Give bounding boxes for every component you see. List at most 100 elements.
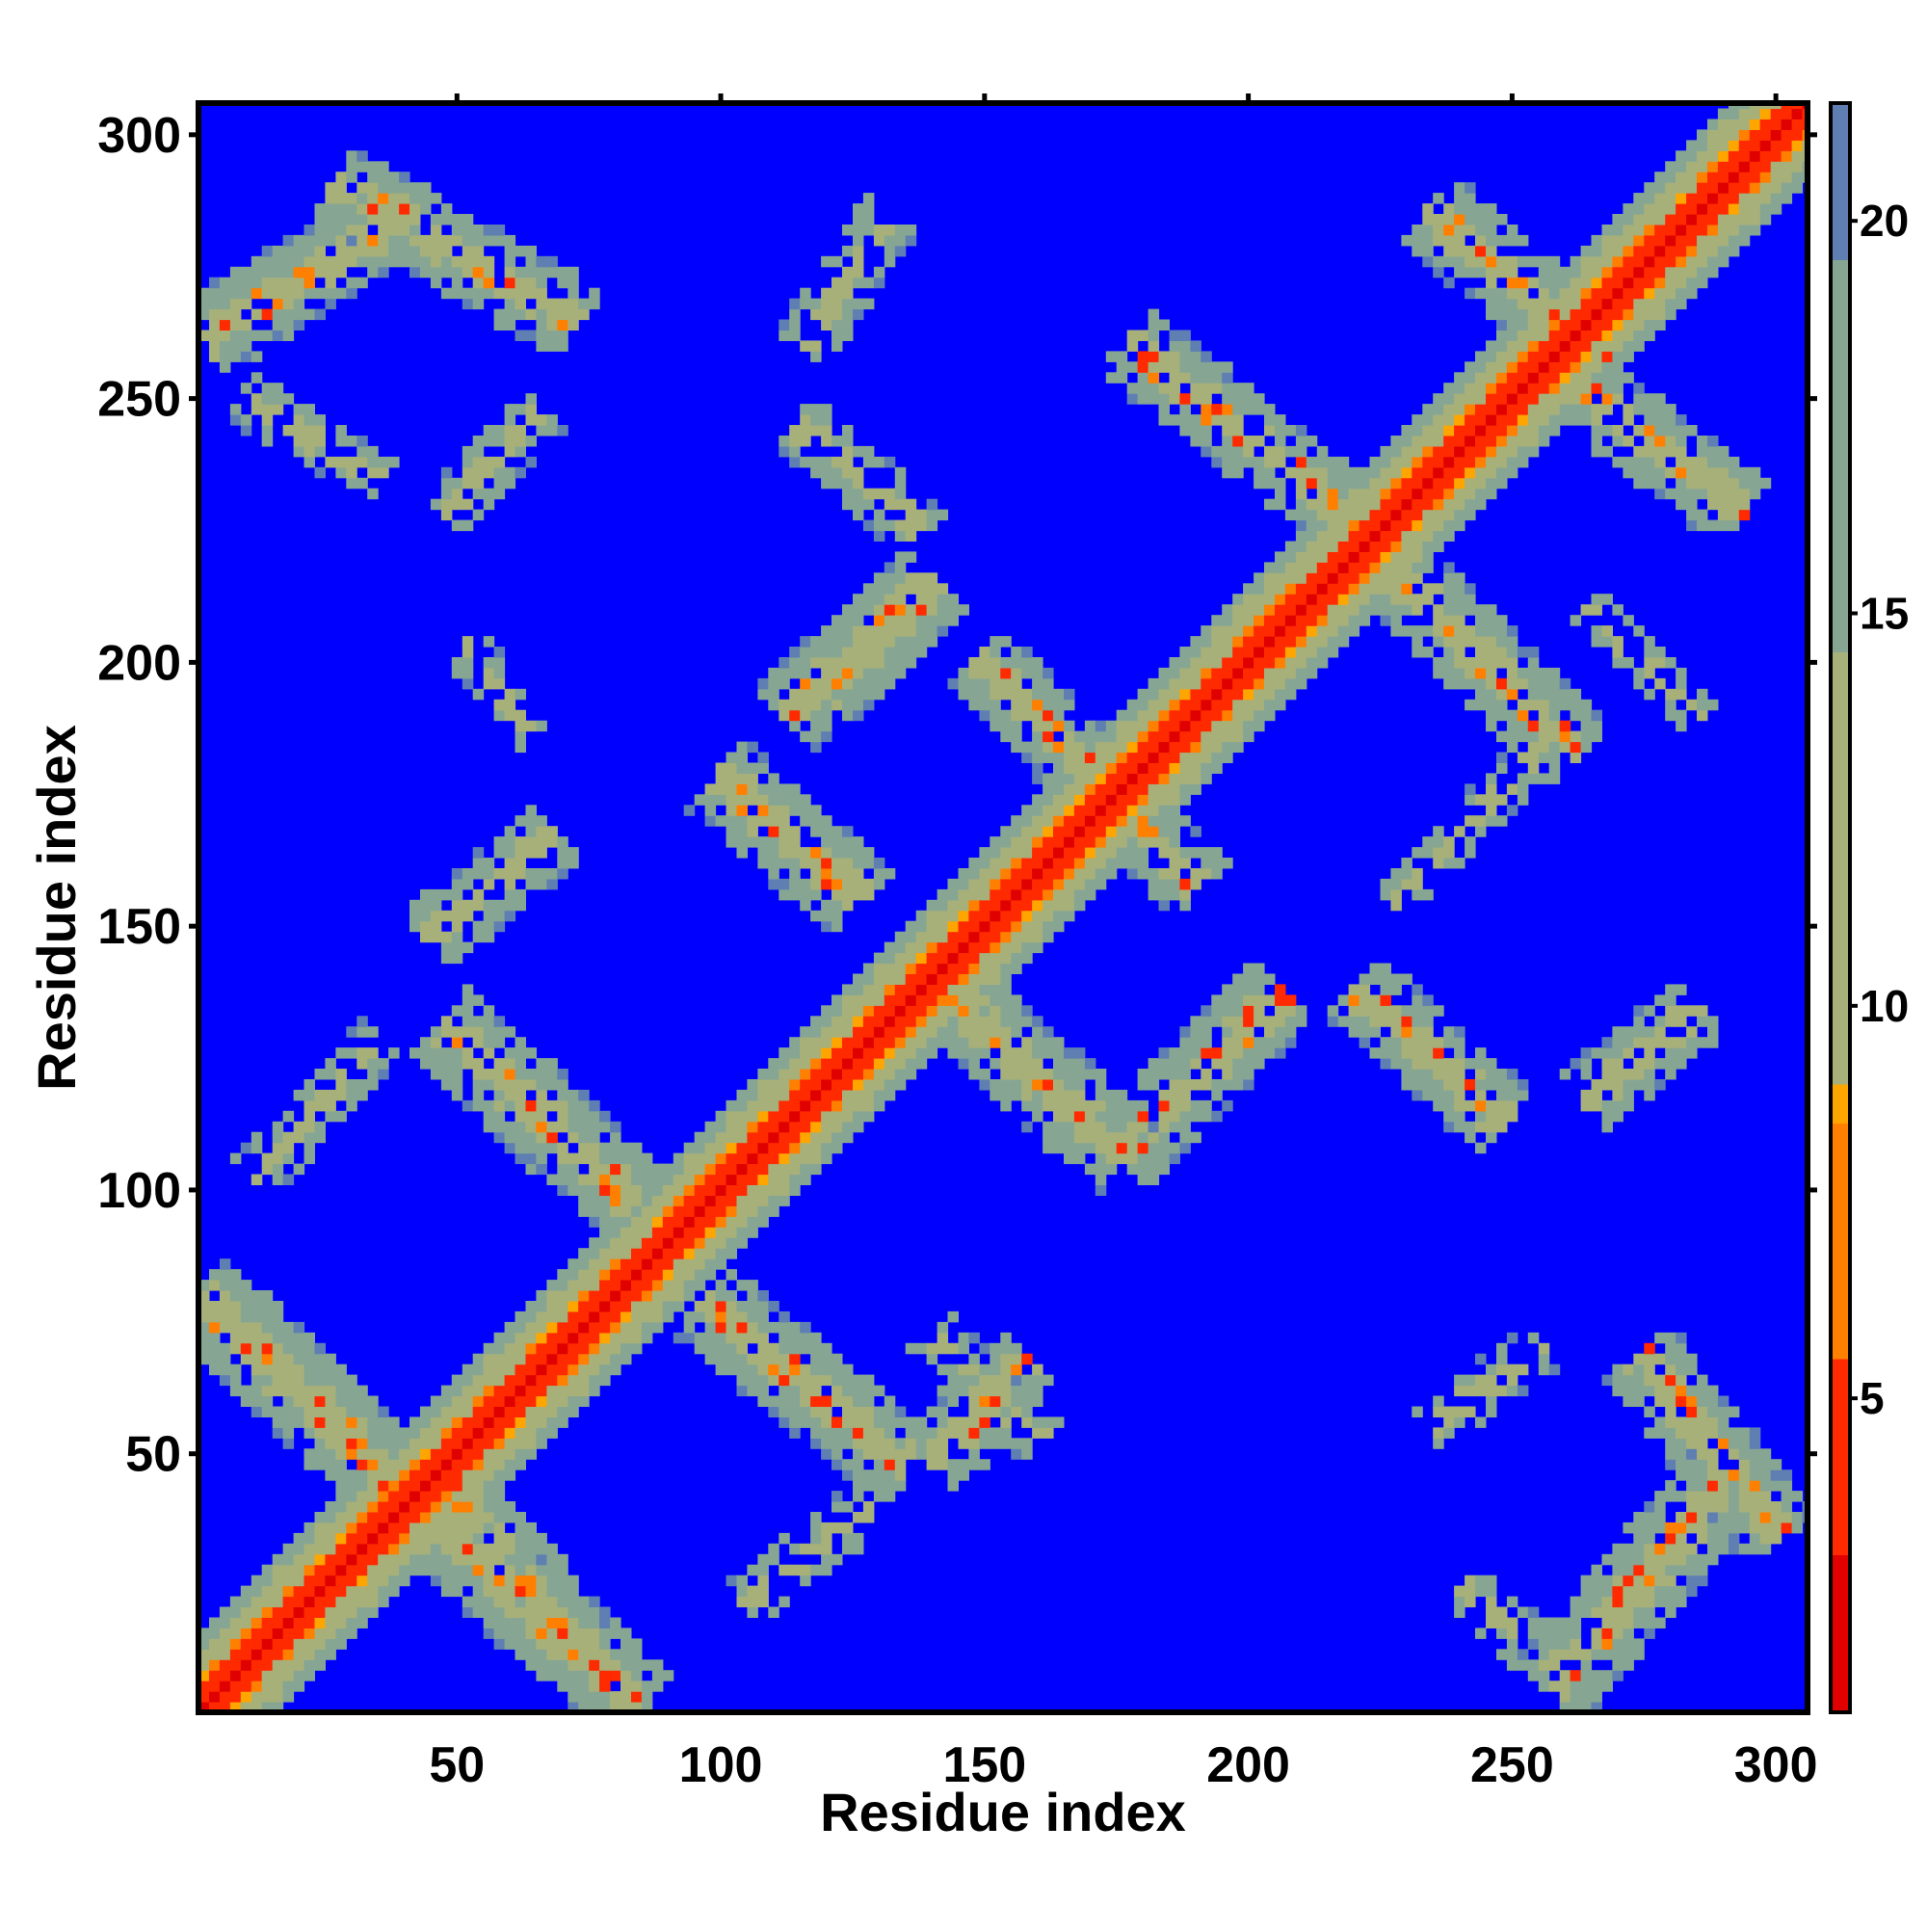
heatmap-cell	[229, 1321, 242, 1334]
heatmap-cell	[578, 1659, 590, 1671]
heatmap-cell	[1179, 340, 1191, 352]
heatmap-cell	[873, 952, 885, 965]
heatmap-cell	[800, 1099, 811, 1112]
heatmap-cell	[367, 1406, 379, 1417]
heatmap-cell	[1169, 330, 1180, 341]
heatmap-cell	[1073, 815, 1086, 827]
heatmap-cell	[462, 1564, 474, 1576]
heatmap-cell	[757, 1575, 769, 1587]
heatmap-cell	[420, 182, 432, 194]
heatmap-cell	[926, 1005, 938, 1017]
heatmap-cell	[1559, 266, 1571, 278]
heatmap-cell	[1064, 1099, 1075, 1112]
heatmap-cell	[240, 1385, 252, 1397]
heatmap-cell	[589, 1342, 600, 1355]
heatmap-cell	[958, 888, 969, 901]
heatmap-cell	[451, 1585, 463, 1598]
heatmap-cell	[1527, 425, 1540, 437]
heatmap-cell	[926, 973, 938, 985]
heatmap-cell	[873, 868, 885, 880]
heatmap-cell	[810, 1089, 822, 1101]
heatmap-cell	[1064, 1110, 1075, 1123]
heatmap-cell	[1506, 456, 1518, 468]
heatmap-cell	[430, 1501, 442, 1513]
heatmap-cell	[1000, 1332, 1012, 1344]
heatmap-cell	[1190, 741, 1201, 754]
heatmap-cell	[1254, 1005, 1265, 1017]
heatmap-cell	[1316, 647, 1329, 658]
heatmap-cell	[979, 1047, 990, 1059]
heatmap-cell	[515, 1037, 526, 1048]
heatmap-cell	[1506, 1079, 1518, 1091]
heatmap-cell	[1053, 1079, 1065, 1091]
heatmap-cell	[800, 805, 811, 816]
heatmap-cell	[800, 688, 811, 701]
heatmap-cell	[1043, 888, 1054, 901]
heatmap-cell	[1211, 383, 1223, 394]
heatmap-cell	[926, 984, 938, 995]
heatmap-cell	[1073, 836, 1086, 848]
heatmap-cell	[409, 182, 421, 194]
heatmap-cell	[240, 1638, 252, 1650]
heatmap-cell	[821, 1099, 832, 1112]
heatmap-cell	[968, 1016, 980, 1027]
heatmap-cell	[779, 1121, 790, 1133]
heatmap-cell	[905, 1427, 917, 1439]
heatmap-cell	[1158, 393, 1170, 405]
heatmap-cell	[578, 1280, 590, 1291]
heatmap-cell	[1506, 351, 1518, 362]
heatmap-cell	[1422, 488, 1434, 500]
heatmap-cell	[1517, 436, 1529, 447]
heatmap-cell	[599, 1290, 611, 1302]
heatmap-cell	[1412, 994, 1423, 1006]
heatmap-cell	[947, 1459, 959, 1470]
heatmap-cell	[1275, 572, 1286, 584]
heatmap-cell	[1380, 551, 1391, 563]
heatmap-cell	[1148, 794, 1160, 806]
heatmap-cell	[293, 1163, 305, 1176]
heatmap-cell	[1412, 1058, 1423, 1070]
heatmap-cell	[736, 1142, 748, 1154]
heatmap-cell	[990, 709, 1001, 722]
heatmap-cell	[779, 1596, 790, 1608]
heatmap-cell	[451, 1069, 463, 1080]
heatmap-cell	[789, 888, 801, 901]
heatmap-cell	[958, 994, 969, 1006]
heatmap-cell	[546, 1575, 558, 1587]
heatmap-cell	[1337, 466, 1350, 479]
heatmap-cell	[1337, 604, 1350, 616]
heatmap-cell	[282, 287, 295, 300]
heatmap-cell	[832, 858, 843, 869]
heatmap-cell	[1158, 794, 1170, 806]
heatmap-cell	[515, 1553, 526, 1566]
heatmap-cell	[1064, 783, 1075, 795]
heatmap-cell	[620, 1638, 632, 1650]
heatmap-cell	[894, 519, 907, 532]
heatmap-cell	[1369, 477, 1381, 490]
heatmap-cell	[1527, 277, 1540, 289]
heatmap-cell	[1506, 1596, 1518, 1608]
heatmap-cell	[1443, 562, 1455, 573]
heatmap-cell	[314, 255, 326, 268]
heatmap-cell	[810, 647, 822, 658]
heatmap-cell	[1433, 858, 1444, 869]
heatmap-cell	[261, 1628, 274, 1639]
heatmap-cell	[1137, 773, 1149, 784]
heatmap-cell	[229, 1628, 242, 1639]
heatmap-cell	[451, 1058, 463, 1070]
heatmap-cell	[1158, 699, 1170, 711]
heatmap-cell	[515, 1395, 526, 1407]
heatmap-cell	[1454, 245, 1465, 257]
heatmap-cell	[1348, 1016, 1360, 1027]
heatmap-cell	[420, 193, 432, 204]
heatmap-cell	[1465, 1575, 1476, 1587]
heatmap-cell	[578, 1395, 590, 1407]
heatmap-cell	[198, 1628, 210, 1639]
heatmap-cell	[314, 308, 326, 321]
heatmap-cell	[694, 1342, 706, 1355]
heatmap-cell	[483, 1585, 495, 1598]
heatmap-cell	[1169, 1152, 1180, 1165]
heatmap-cell	[1284, 445, 1297, 458]
heatmap-cell	[346, 1512, 357, 1523]
heatmap-cell	[388, 456, 400, 468]
